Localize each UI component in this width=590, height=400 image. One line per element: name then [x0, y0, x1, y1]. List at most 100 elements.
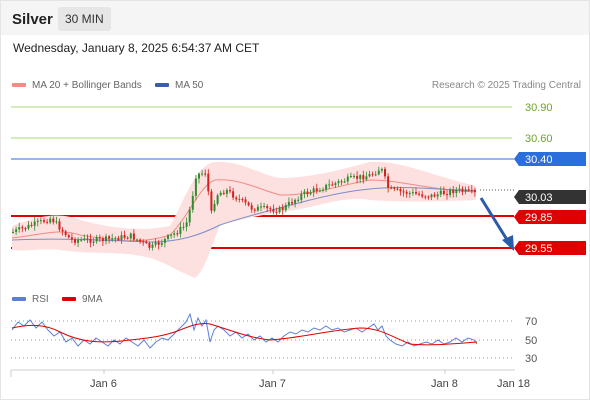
candle-body: [340, 181, 343, 183]
candle-body: [399, 189, 402, 192]
rsi-axis-30: 30: [525, 353, 537, 365]
ma20-line: [11, 179, 477, 242]
candle-body: [337, 181, 340, 184]
candle-body: [18, 227, 21, 230]
candle-body: [353, 175, 355, 177]
candle-body: [380, 168, 383, 171]
candle-body: [464, 189, 467, 192]
candle-body: [229, 189, 231, 192]
candle-body: [182, 226, 185, 228]
candle-body: [151, 244, 154, 248]
candle-body: [458, 188, 461, 190]
candlesticks: [12, 166, 476, 251]
candle-body: [430, 194, 433, 198]
candle-body: [368, 174, 371, 177]
price-label-text: 30.40: [525, 154, 553, 166]
candle-body: [346, 176, 349, 182]
price-tag-bg: [514, 152, 586, 166]
candle-body: [470, 189, 473, 191]
rsi-axis-70: 70: [525, 316, 537, 328]
candle-body: [126, 237, 129, 239]
candle-body: [27, 224, 30, 229]
candle-body: [315, 188, 318, 191]
candle-body: [415, 192, 417, 194]
legend-label-rsi: RSI: [32, 294, 49, 305]
timestamp: Wednesday, January 8, 2025 6:54:37 AM CE…: [13, 41, 260, 55]
candle-body: [325, 184, 328, 190]
candle-body: [198, 173, 200, 179]
candle-body: [92, 241, 95, 243]
candle-body: [33, 221, 36, 226]
candle-body: [232, 191, 235, 198]
candle-body: [101, 238, 104, 242]
candle-body: [176, 233, 179, 235]
rsi-axis-50: 50: [525, 335, 537, 347]
legend-swatch-ma20: [12, 83, 26, 88]
candle-body: [439, 190, 442, 195]
candle-body: [179, 226, 182, 234]
price-tag-bg: [514, 210, 586, 224]
candle-body: [303, 191, 306, 194]
candle-body: [30, 224, 33, 226]
candle-body: [318, 190, 321, 192]
candle-body: [117, 237, 120, 241]
candle-body: [201, 173, 204, 175]
candle-body: [111, 238, 114, 240]
candle-body: [390, 187, 393, 189]
candle-body: [36, 220, 39, 222]
candle-body: [129, 233, 132, 239]
candle-body: [61, 229, 64, 232]
candle-body: [108, 236, 111, 239]
candle-body: [55, 221, 58, 223]
candle-body: [421, 194, 424, 197]
price-label-30.40: 30.40: [514, 152, 586, 166]
candle-body: [312, 188, 315, 193]
candle-body: [309, 192, 312, 195]
candle-body: [272, 209, 275, 212]
candle-body: [216, 195, 219, 204]
candle-body: [291, 202, 293, 204]
candle-body: [405, 192, 408, 194]
candle-body: [154, 242, 157, 245]
candle-body: [253, 209, 256, 211]
candle-body: [225, 189, 228, 194]
candle-body: [207, 173, 210, 192]
candle-body: [250, 205, 253, 210]
candle-body: [163, 238, 166, 243]
candle-body: [188, 209, 191, 223]
candle-body: [86, 238, 89, 240]
candle-body: [222, 192, 225, 194]
candle-body: [349, 176, 352, 178]
candle-body: [297, 199, 300, 201]
legend-label-ma50: MA 50: [175, 80, 204, 91]
candle-body: [449, 189, 452, 195]
candle-body: [446, 194, 448, 196]
candle-body: [95, 237, 98, 242]
legend-swatch-ma50: [155, 83, 169, 88]
rsi-line: [11, 312, 478, 349]
candle-body: [64, 231, 67, 236]
legend-swatch-9ma: [62, 297, 76, 302]
candle-body: [185, 222, 188, 227]
x-axis-label-jan7: Jan 7: [259, 378, 286, 390]
candle-body: [21, 227, 24, 229]
candle-body: [244, 199, 247, 203]
candle-body: [80, 239, 83, 241]
timeframe-badge[interactable]: 30 MIN: [58, 7, 111, 31]
x-axis-label-jan18: Jan 18: [497, 378, 530, 390]
candle-body: [204, 173, 207, 175]
legend-swatch-rsi: [12, 297, 26, 302]
candle-body: [306, 191, 309, 195]
price-label-30.60: 30.60: [525, 133, 553, 145]
price-label-29.55: 29.55: [514, 241, 586, 255]
x-axis-label-jan6: Jan 6: [90, 378, 117, 390]
price-label-text: 29.85: [525, 212, 553, 224]
candle-body: [241, 199, 244, 201]
candle-body: [278, 207, 281, 213]
candle-body: [424, 196, 427, 198]
candle-body: [74, 239, 76, 243]
candle-body: [247, 202, 250, 206]
candle-body: [284, 205, 287, 211]
candle-body: [191, 195, 194, 210]
candle-body: [393, 187, 396, 189]
